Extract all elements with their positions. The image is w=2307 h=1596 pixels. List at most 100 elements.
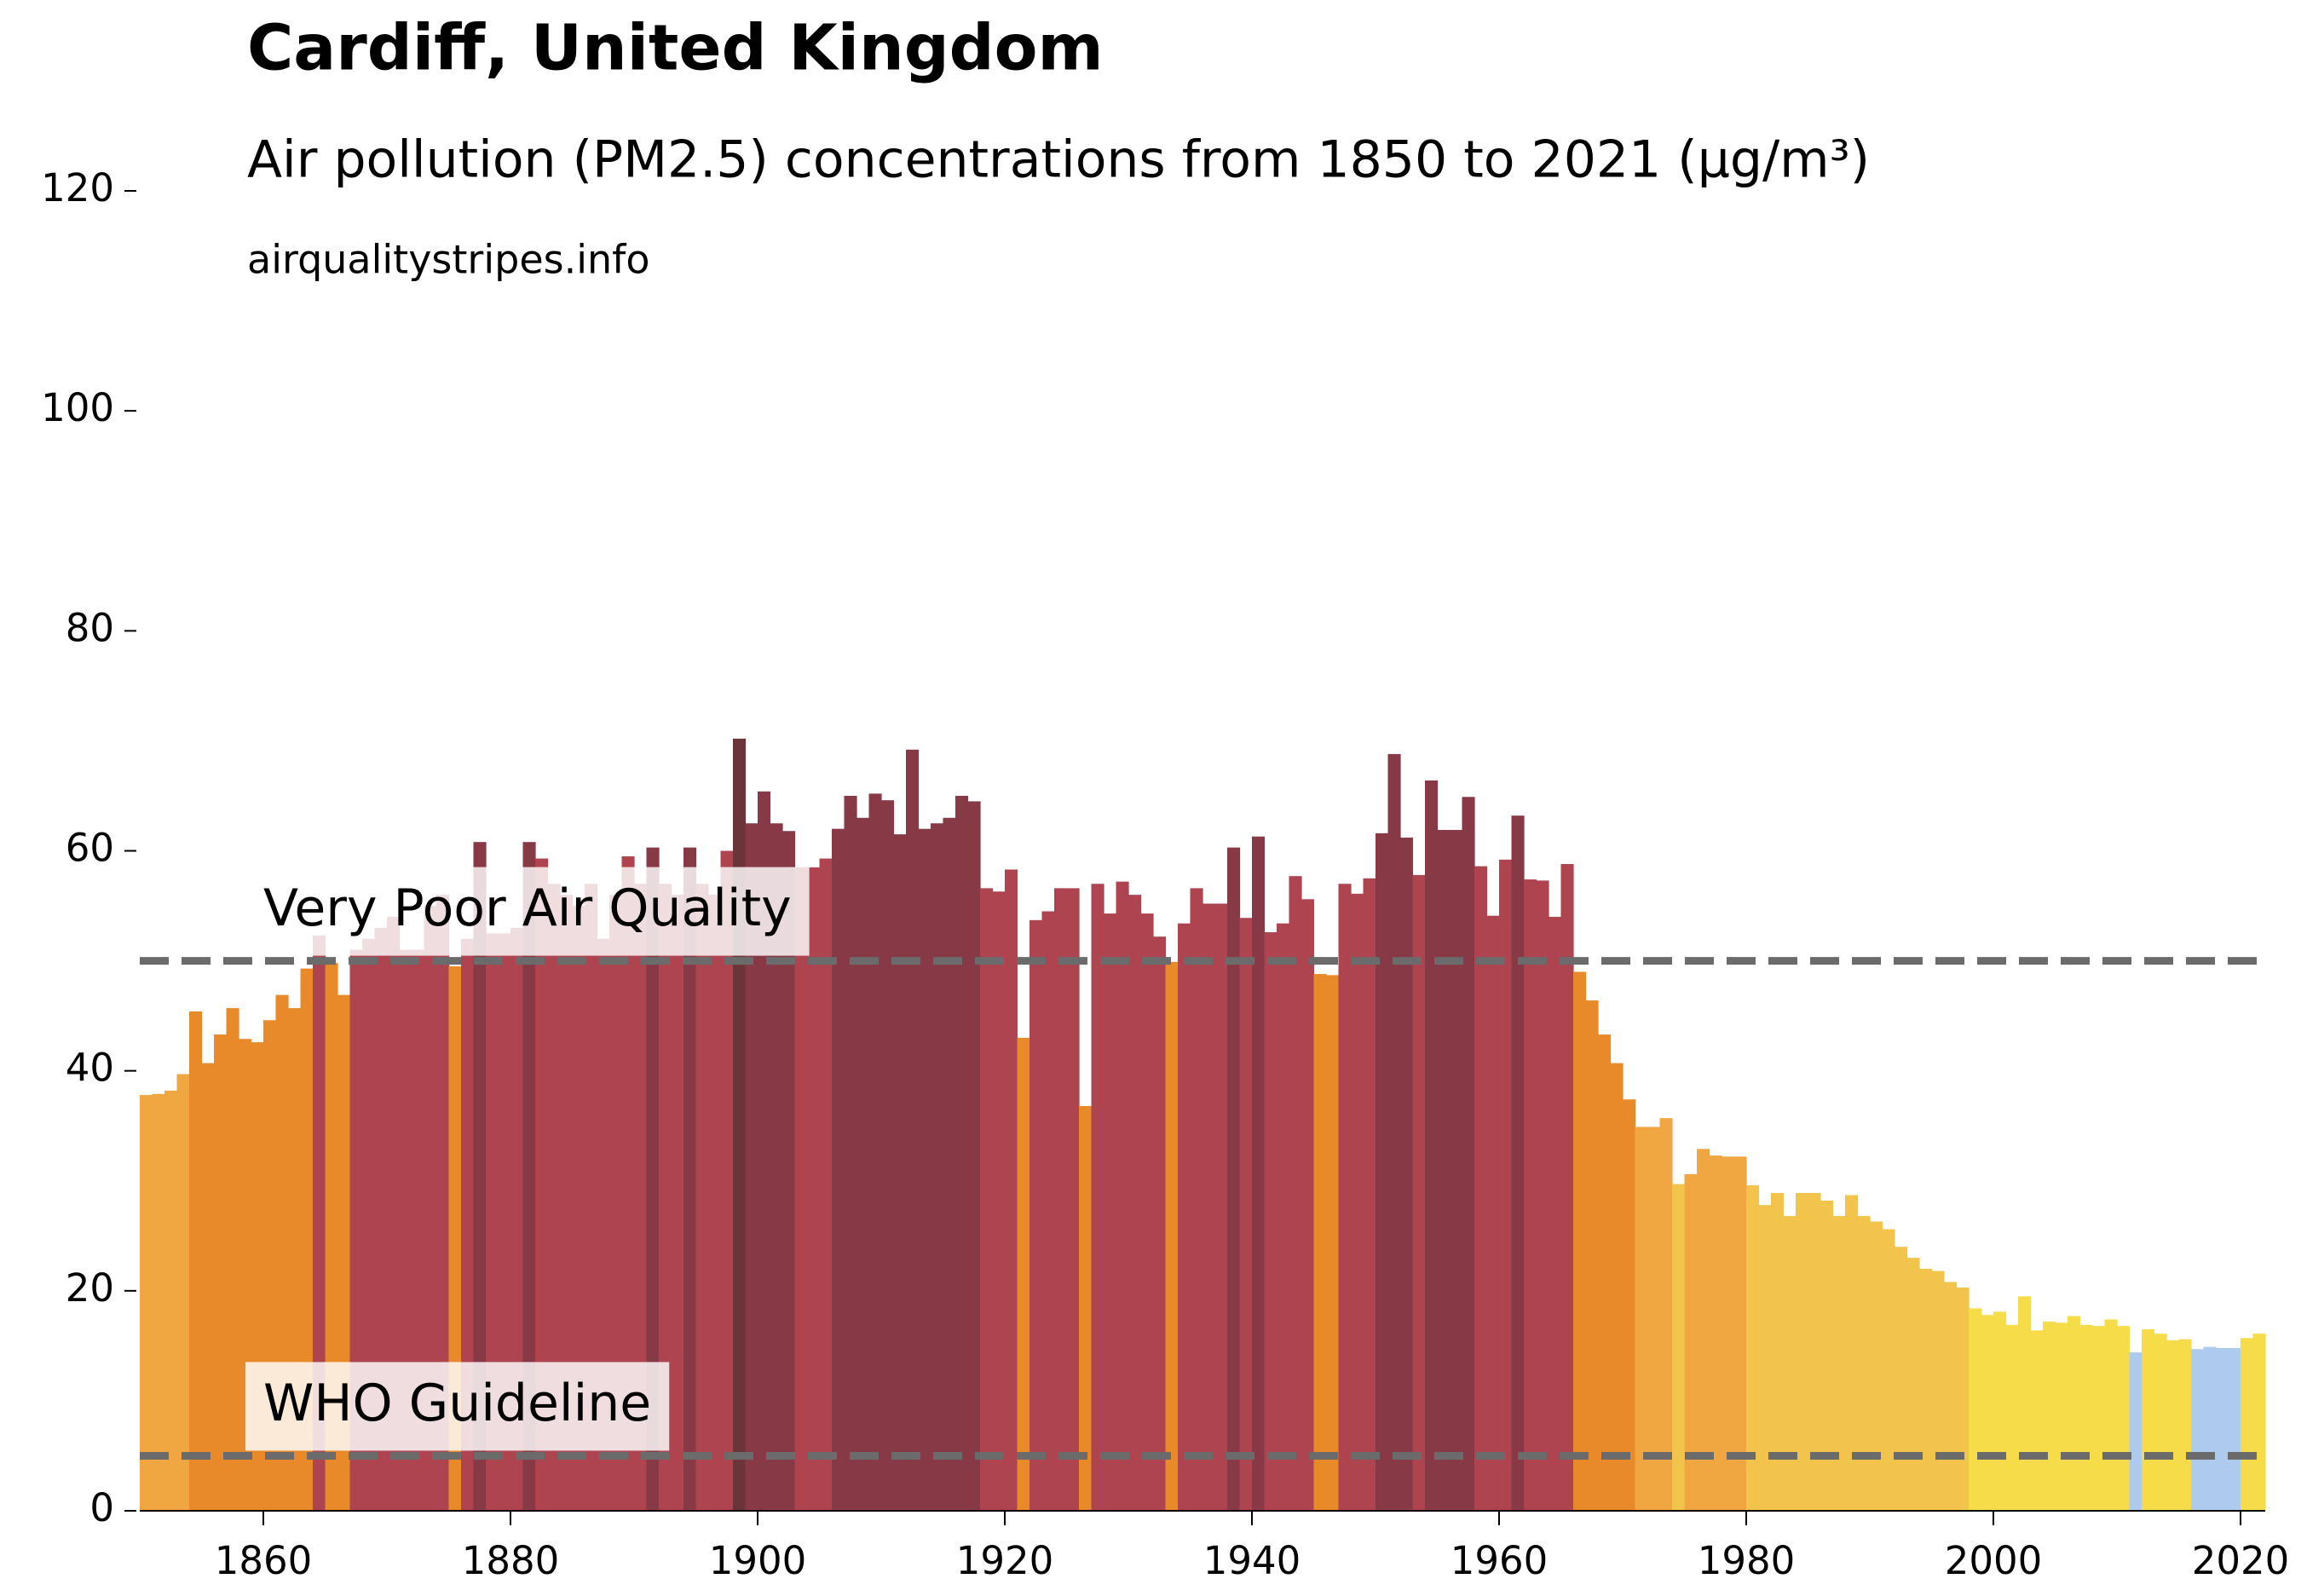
bar bbox=[646, 847, 660, 1511]
y-tick-label: 40 bbox=[66, 1046, 114, 1091]
bar bbox=[1981, 1315, 1994, 1511]
bar bbox=[856, 817, 870, 1511]
bar bbox=[1116, 881, 1129, 1511]
bar bbox=[832, 828, 845, 1511]
bar bbox=[547, 884, 561, 1511]
bar bbox=[634, 884, 648, 1511]
bar bbox=[1462, 797, 1475, 1511]
bar bbox=[1499, 859, 1513, 1511]
bar bbox=[881, 800, 895, 1511]
bar bbox=[1697, 1149, 1710, 1511]
bar bbox=[2018, 1296, 2032, 1511]
annotation-box bbox=[245, 867, 810, 956]
bar bbox=[2191, 1349, 2205, 1511]
x-tick-label: 1900 bbox=[709, 1538, 807, 1583]
bar bbox=[1264, 932, 1278, 1511]
bar bbox=[585, 884, 598, 1511]
bar bbox=[943, 817, 956, 1511]
y-tick-label: 60 bbox=[66, 826, 114, 871]
bar bbox=[1239, 918, 1253, 1511]
bar bbox=[140, 1095, 153, 1511]
bar bbox=[2068, 1316, 2081, 1511]
bar bbox=[176, 1074, 190, 1511]
bar bbox=[214, 1034, 228, 1511]
bar bbox=[1845, 1195, 1859, 1511]
bar bbox=[893, 834, 907, 1511]
bar bbox=[1178, 923, 1191, 1511]
bar bbox=[992, 891, 1006, 1511]
bar bbox=[1363, 878, 1376, 1511]
bar bbox=[1993, 1311, 2007, 1511]
bar bbox=[1956, 1287, 1970, 1511]
bar bbox=[1437, 829, 1451, 1511]
bar bbox=[1796, 1192, 1809, 1511]
bar bbox=[1598, 1034, 1612, 1511]
bar bbox=[1338, 884, 1352, 1511]
bar bbox=[1722, 1156, 1735, 1511]
bar bbox=[671, 895, 684, 1511]
bar bbox=[2079, 1324, 2093, 1511]
bar bbox=[2216, 1347, 2229, 1511]
bar bbox=[2117, 1326, 2131, 1511]
bar bbox=[1659, 1118, 1673, 1511]
bar bbox=[621, 856, 635, 1511]
bar bbox=[844, 795, 857, 1511]
bar bbox=[2005, 1324, 2019, 1511]
bar bbox=[2178, 1339, 2192, 1511]
bar bbox=[1944, 1282, 1958, 1511]
bar bbox=[2030, 1330, 2044, 1511]
bar bbox=[1549, 916, 1562, 1511]
bar bbox=[1277, 923, 1290, 1511]
bar bbox=[1931, 1270, 1945, 1511]
bar bbox=[1857, 1216, 1871, 1511]
bar bbox=[1412, 874, 1426, 1511]
bar bbox=[1560, 863, 1574, 1511]
bar bbox=[1165, 961, 1179, 1511]
x-tick-label: 1940 bbox=[1203, 1538, 1301, 1583]
bar bbox=[967, 801, 981, 1511]
bar bbox=[1054, 888, 1068, 1511]
bar bbox=[931, 823, 944, 1511]
bar bbox=[1041, 911, 1055, 1511]
bar bbox=[2203, 1346, 2217, 1511]
bar bbox=[1400, 838, 1414, 1511]
y-tick-label: 120 bbox=[41, 165, 114, 210]
bar bbox=[1128, 895, 1142, 1511]
bar bbox=[535, 858, 549, 1511]
bar bbox=[1709, 1155, 1722, 1511]
bar bbox=[2142, 1329, 2155, 1511]
x-tick-label: 2000 bbox=[1945, 1538, 2043, 1583]
bar bbox=[226, 1008, 239, 1511]
bar bbox=[745, 823, 758, 1511]
bar bbox=[1969, 1308, 1982, 1511]
bar bbox=[1610, 1063, 1624, 1511]
bar bbox=[2166, 1340, 2180, 1511]
bar bbox=[906, 749, 920, 1511]
bar bbox=[572, 906, 585, 1511]
bar bbox=[1758, 1205, 1772, 1511]
bar bbox=[1214, 903, 1228, 1511]
bar bbox=[1771, 1192, 1785, 1511]
bar bbox=[2252, 1334, 2266, 1511]
bar bbox=[1635, 1126, 1648, 1511]
bar bbox=[1585, 1000, 1599, 1511]
bar bbox=[980, 888, 994, 1511]
bar bbox=[770, 823, 783, 1511]
bar bbox=[1746, 1184, 1760, 1511]
bar bbox=[2228, 1347, 2241, 1511]
x-tick-label: 1960 bbox=[1451, 1538, 1549, 1583]
bar bbox=[1895, 1247, 1908, 1511]
bar bbox=[164, 1090, 178, 1511]
bar bbox=[720, 850, 734, 1511]
bar bbox=[1326, 975, 1340, 1511]
bar bbox=[1783, 1216, 1797, 1511]
bar bbox=[2154, 1334, 2167, 1511]
bar bbox=[1066, 888, 1080, 1511]
bar bbox=[2241, 1338, 2254, 1511]
bar bbox=[1227, 847, 1241, 1511]
bar bbox=[1190, 888, 1203, 1511]
bar bbox=[1808, 1192, 1821, 1511]
bar bbox=[1079, 1105, 1093, 1511]
y-tick-label: 20 bbox=[66, 1265, 114, 1311]
